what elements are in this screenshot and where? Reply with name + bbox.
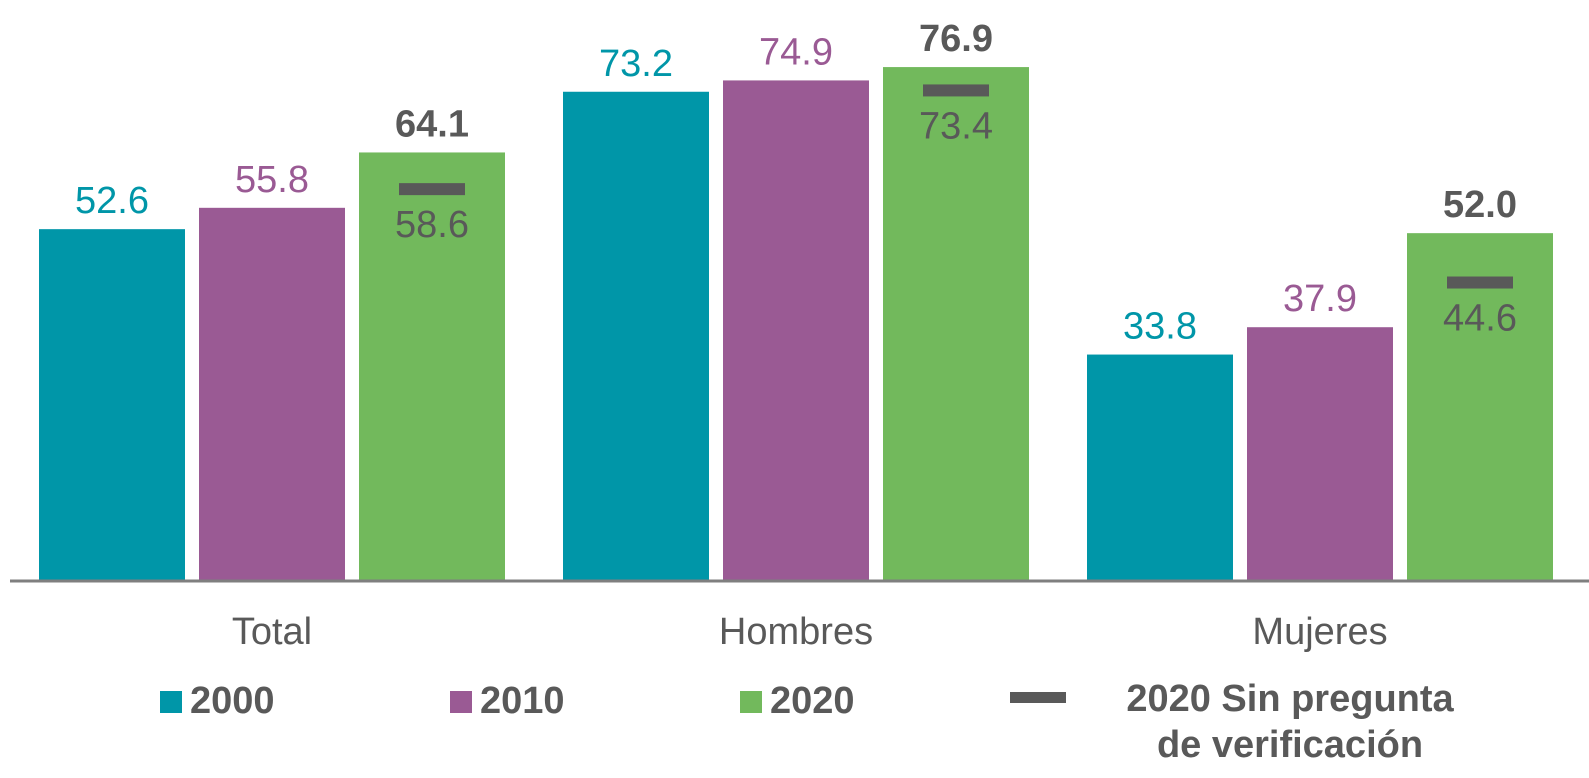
- bar-2010-mujeres: [1247, 327, 1393, 580]
- bar-2010-total: [199, 207, 345, 580]
- bar-2010-hombres: [723, 80, 869, 581]
- bar-2020-mujeres: [1407, 233, 1553, 580]
- legend: 2000 2010 2020 2020 Sin pregunta de veri…: [0, 670, 1589, 778]
- legend-label-2000: 2000: [190, 680, 275, 722]
- data-label-2000-hombres: 73.2: [599, 43, 673, 85]
- marker-label-hombres: 73.4: [919, 105, 993, 147]
- marker-dash-total: [399, 183, 465, 196]
- data-label-2010-mujeres: 37.9: [1283, 278, 1357, 320]
- data-label-2010-total: 55.8: [235, 159, 309, 201]
- legend-label-2020: 2020: [770, 680, 855, 722]
- bar-2000-total: [39, 229, 185, 580]
- data-label-2000-total: 52.6: [75, 180, 149, 222]
- category-label-hombres: Hombres: [719, 611, 873, 653]
- legend-marker-dash: [1010, 692, 1066, 703]
- legend-swatch-2000: [160, 690, 182, 713]
- bar-chart: 52.6 55.8 64.1 58.6 Total 73.2 74.9 76.9 73.4 Hom…: [10, 18, 1589, 653]
- legend-label-2010: 2010: [480, 680, 565, 722]
- bar-2020-hombres: [883, 67, 1029, 580]
- data-label-2000-mujeres: 33.8: [1123, 306, 1197, 348]
- marker-label-mujeres: 44.6: [1443, 298, 1517, 340]
- legend-item-2000: 2000: [160, 680, 275, 723]
- marker-dash-mujeres: [1447, 276, 1513, 289]
- category-label-total: Total: [232, 611, 312, 653]
- legend-item-2020-sin-pregunta: 2020 Sin pregunta de verificación: [1090, 676, 1490, 768]
- legend-item-2020: 2020: [740, 680, 855, 723]
- bar-2020-total: [359, 152, 505, 580]
- legend-swatch-2010: [450, 690, 472, 713]
- bar-2000-hombres: [563, 91, 709, 581]
- legend-swatch-2020: [740, 690, 762, 713]
- marker-dash-hombres: [923, 84, 989, 97]
- data-label-2020-total: 64.1: [395, 103, 469, 145]
- category-label-mujeres: Mujeres: [1252, 611, 1387, 653]
- legend-item-2010: 2010: [450, 680, 565, 723]
- marker-label-total: 58.6: [395, 204, 469, 246]
- legend-marker-label-line2: de verificación: [1156, 724, 1424, 766]
- data-label-2010-hombres: 74.9: [759, 31, 833, 73]
- bar-2000-mujeres: [1087, 354, 1233, 580]
- legend-marker-label-line1: 2020 Sin pregunta: [1126, 678, 1454, 720]
- data-label-2020-mujeres: 52.0: [1443, 184, 1517, 226]
- data-label-2020-hombres: 76.9: [919, 18, 993, 60]
